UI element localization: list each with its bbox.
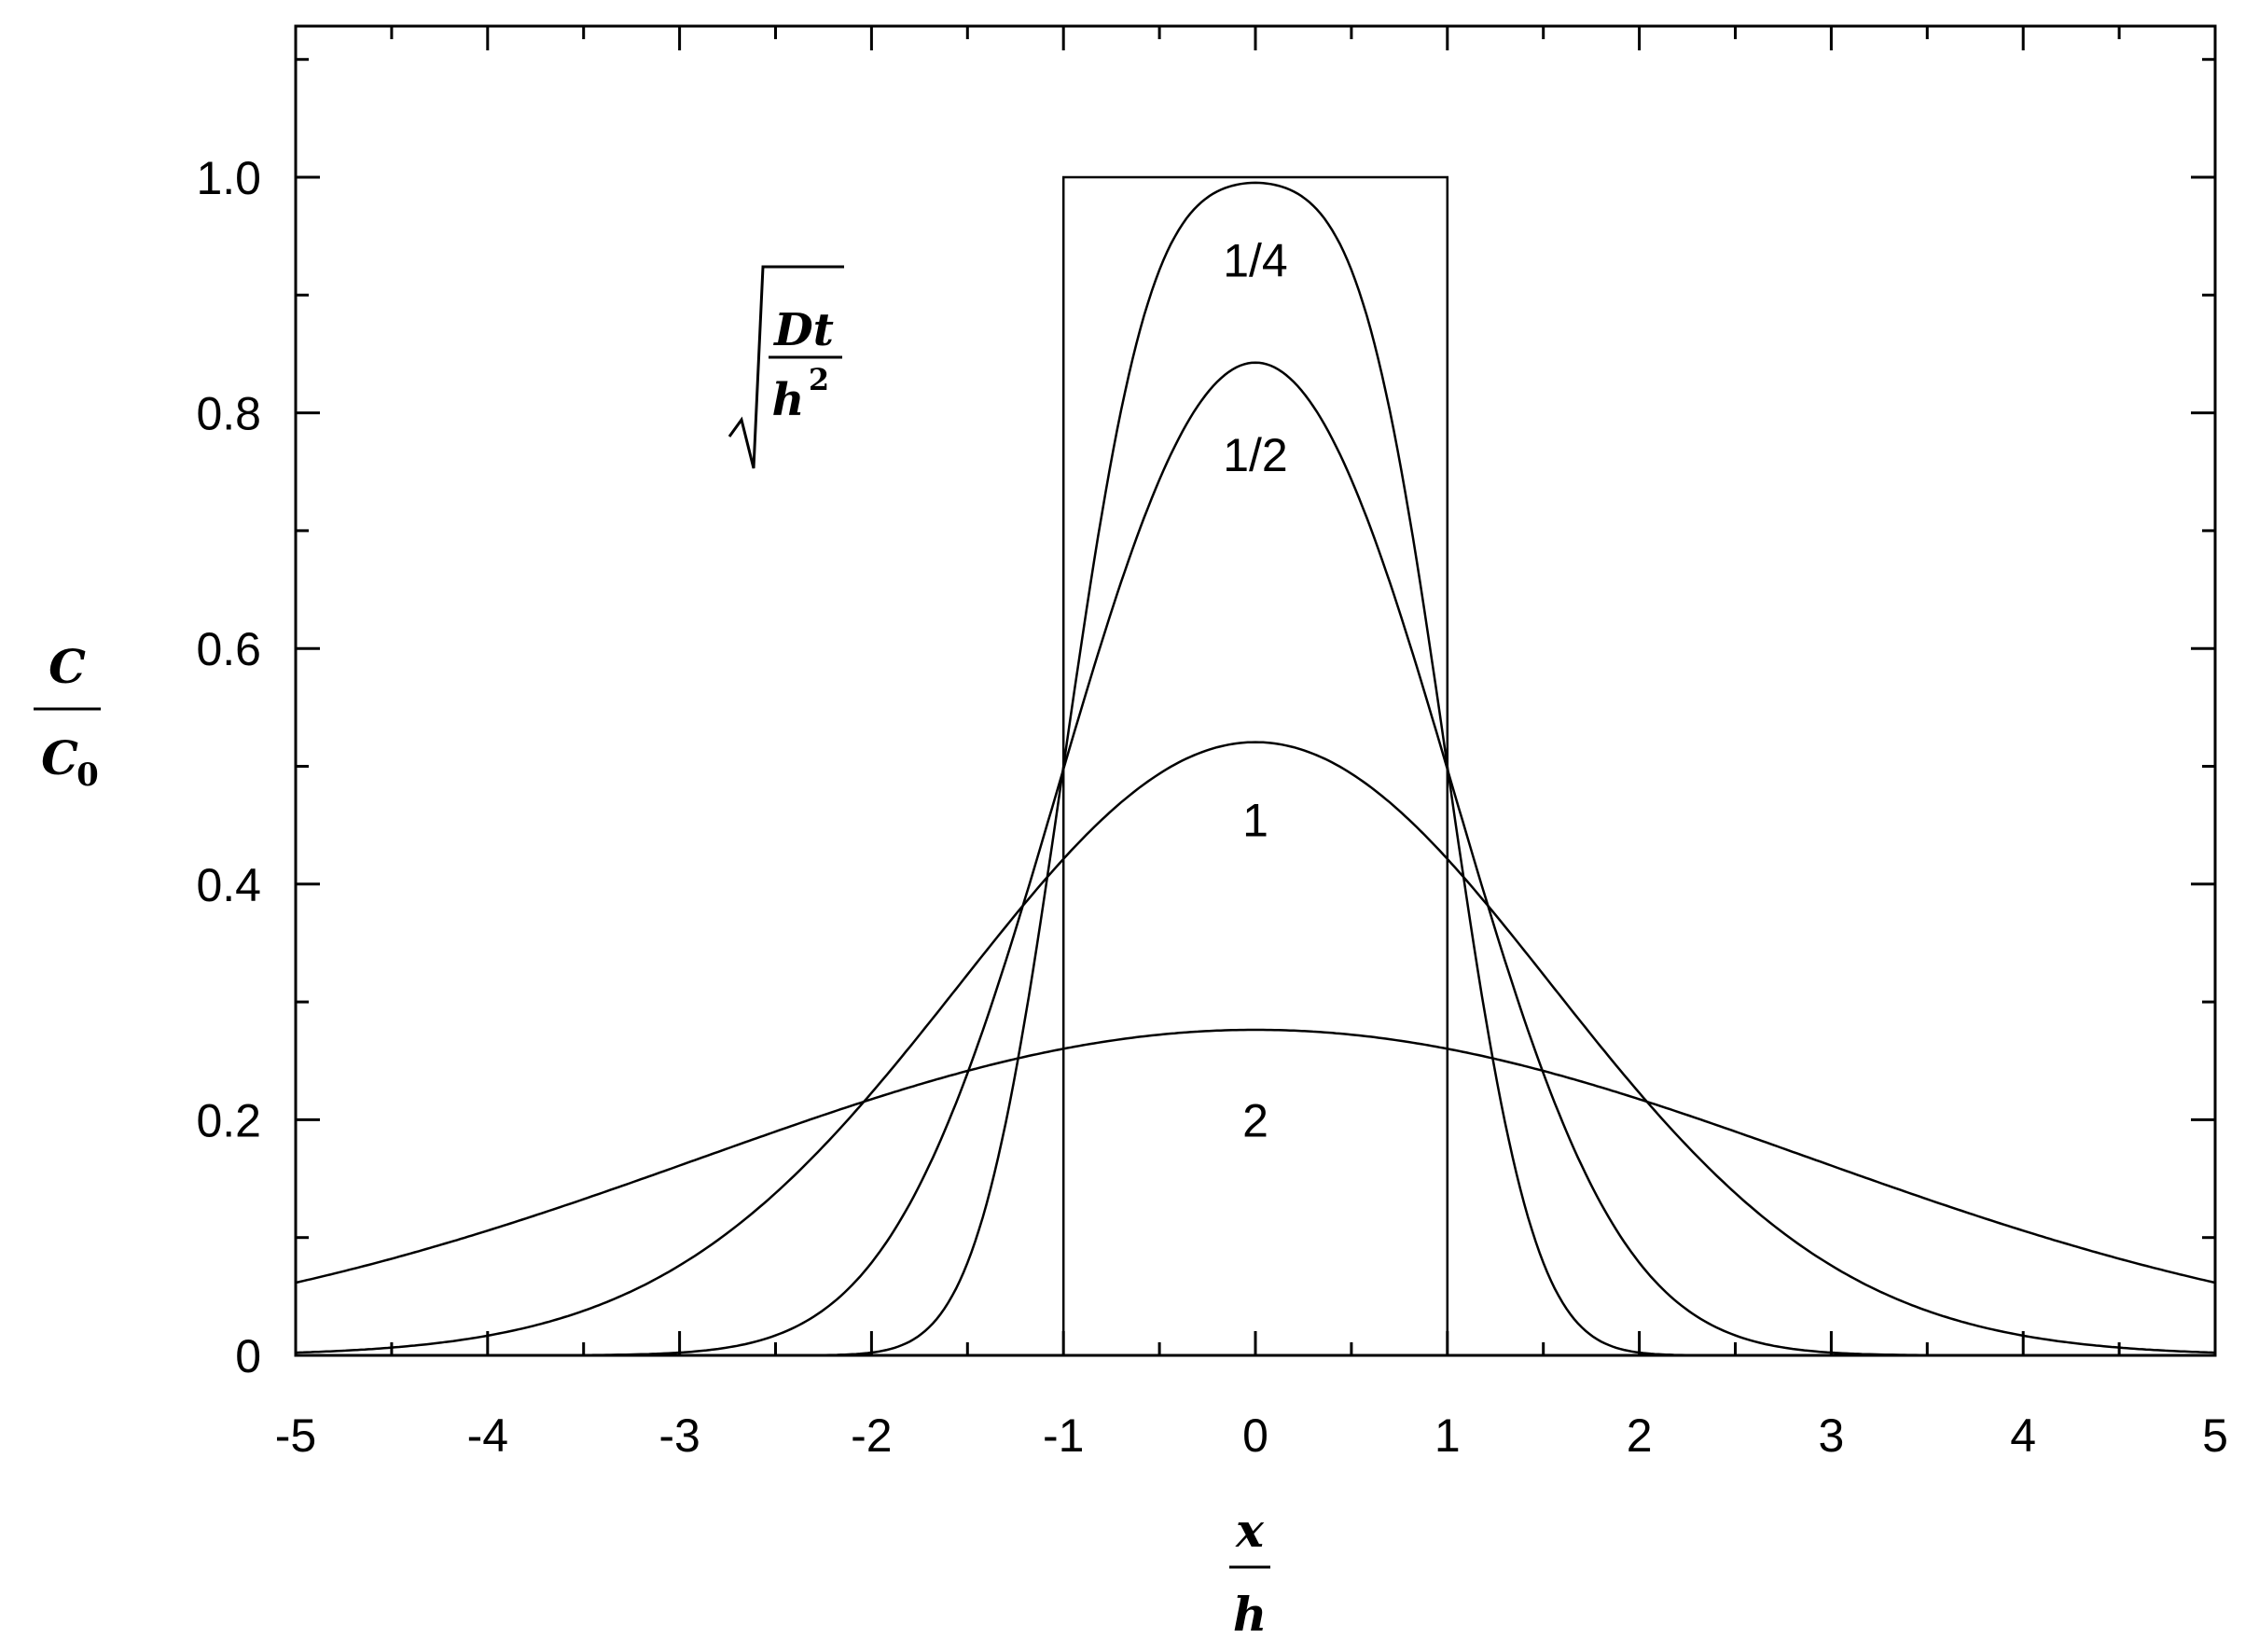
x-tick-label: 0 — [1242, 1409, 1268, 1462]
series-line-1 — [295, 741, 2216, 1354]
series-label-1-4: 1/4 — [1223, 234, 1288, 286]
plot-border — [294, 24, 2217, 1357]
y-tick-label: 0.6 — [196, 623, 261, 675]
x-label-denominator: h — [1233, 1587, 1267, 1642]
y-tick-label: 0.2 — [196, 1094, 261, 1146]
series-line-2 — [295, 1028, 2216, 1284]
y-label-subscript: 0 — [76, 757, 99, 794]
x-tick-label: -5 — [275, 1409, 316, 1462]
x-tick-label: 2 — [1627, 1409, 1653, 1462]
series-curves — [295, 175, 2216, 1357]
y-label-denominator: C — [41, 730, 78, 785]
x-tick-label: -3 — [658, 1409, 700, 1462]
x-tick-label: -1 — [1043, 1409, 1084, 1462]
legend-title: Dt h 2 — [728, 265, 844, 469]
legend-title-denominator: h — [772, 374, 805, 426]
series-label-1: 1 — [1242, 794, 1268, 846]
series-label-1-2: 1/2 — [1223, 429, 1288, 481]
sqrt-sign-icon — [728, 265, 844, 469]
y-tick-labels: 0 0.2 0.4 0.6 0.8 1.0 — [196, 152, 261, 1382]
x-tick-label: 1 — [1434, 1409, 1461, 1462]
x-tick-labels: -5 -4 -3 -2 -1 0 1 2 3 4 5 — [275, 1409, 2228, 1462]
x-tick-label: -2 — [851, 1409, 892, 1462]
axis-ticks — [294, 26, 2217, 1357]
y-tick-label: 0.8 — [196, 388, 261, 440]
y-tick-label: 0 — [235, 1330, 261, 1382]
x-axis-label: x h — [1229, 1503, 1270, 1642]
series-line-1-2 — [296, 361, 2215, 1357]
x-label-numerator: x — [1235, 1503, 1265, 1558]
initial-profile-line — [296, 175, 2215, 1357]
y-tick-label: 0.4 — [196, 859, 261, 911]
x-tick-label: -4 — [467, 1409, 508, 1462]
y-tick-label: 1.0 — [196, 152, 261, 204]
series-line-1-4 — [296, 181, 2215, 1357]
y-label-numerator: C — [49, 639, 86, 694]
x-tick-label: 3 — [1818, 1409, 1844, 1462]
y-axis-label: C C 0 — [34, 639, 101, 794]
plot-frame — [294, 24, 2217, 1357]
x-tick-label: 4 — [2010, 1409, 2036, 1462]
legend-title-numerator: Dt — [772, 304, 834, 356]
series-labels: 1/4 1/2 1 2 — [1223, 234, 1288, 1146]
legend-title-exponent: 2 — [809, 362, 829, 397]
x-tick-label: 5 — [2202, 1409, 2228, 1462]
series-label-2: 2 — [1242, 1094, 1268, 1146]
